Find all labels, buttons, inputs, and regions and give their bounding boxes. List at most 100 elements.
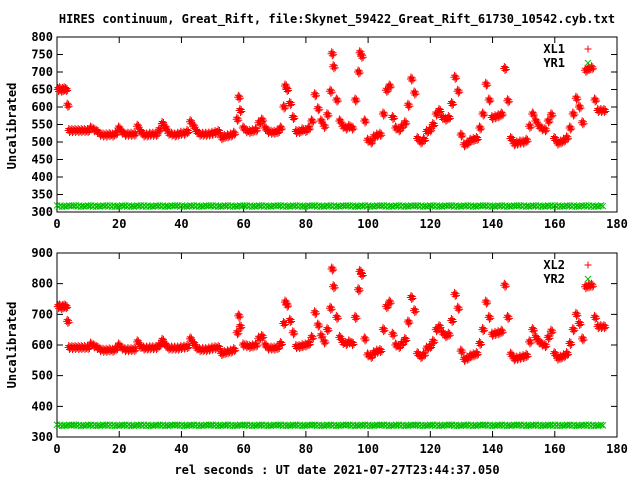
data-point (62, 88, 70, 95)
data-point (305, 341, 313, 349)
data-point (398, 124, 406, 132)
data-point (529, 328, 537, 336)
data-point (457, 133, 465, 141)
data-point (306, 125, 314, 133)
data-point (566, 341, 574, 349)
data-point (545, 335, 553, 343)
data-point (153, 132, 161, 140)
data-point (602, 324, 610, 332)
data-point (470, 353, 478, 361)
data-point (330, 285, 338, 293)
data-point (513, 141, 521, 149)
data-point (576, 322, 584, 330)
data-point (386, 300, 394, 308)
data-point (334, 97, 342, 105)
x-tick-label: 160 (544, 442, 566, 456)
data-point (131, 132, 139, 140)
data-point (477, 125, 485, 133)
data-point (401, 121, 409, 129)
data-point (286, 102, 294, 109)
data-point (421, 351, 429, 359)
data-point (599, 421, 607, 429)
data-point (431, 338, 439, 346)
data-point (333, 315, 341, 323)
data-point (328, 267, 336, 275)
data-point (457, 349, 465, 357)
data-point (582, 285, 590, 293)
data-point (109, 348, 117, 356)
x-tick-label: 60 (236, 217, 250, 231)
plot-frame (56, 36, 618, 213)
data-point (361, 119, 369, 127)
data-point (342, 126, 350, 134)
x-tick-label: 0 (53, 217, 60, 231)
data-point (369, 139, 377, 147)
data-point (565, 351, 573, 359)
data-point (409, 294, 417, 302)
data-point (543, 127, 551, 135)
data-point (580, 120, 588, 128)
data-point (473, 352, 481, 360)
data-point (429, 339, 437, 347)
legend-marker-xl2 (584, 261, 592, 269)
data-point (238, 108, 246, 115)
data-point (362, 336, 370, 344)
data-point (260, 333, 268, 341)
data-point (520, 140, 528, 148)
data-point (232, 130, 240, 138)
data-point (454, 89, 462, 97)
data-point (349, 341, 357, 349)
data-point (485, 98, 493, 106)
data-point (501, 67, 509, 74)
data-point (454, 306, 462, 314)
data-point (470, 138, 478, 146)
data-point (236, 313, 244, 321)
data-point (549, 328, 557, 336)
data-point (599, 202, 607, 210)
data-point (428, 127, 436, 135)
chart-title: HIRES continuum, Great_Rift, file:Skynet… (59, 12, 615, 27)
data-point (305, 126, 313, 134)
data-point (582, 68, 590, 76)
data-point (64, 304, 72, 312)
data-point (456, 305, 464, 313)
data-point (504, 99, 512, 107)
data-point (449, 317, 457, 325)
data-point (227, 133, 235, 141)
data-point (421, 137, 429, 145)
data-point (353, 314, 361, 322)
x-tick-label: 180 (606, 217, 628, 231)
y-tick-label: 700 (31, 65, 53, 79)
data-point (362, 118, 370, 126)
data-point (288, 317, 296, 325)
data-point (319, 333, 327, 341)
data-point (353, 97, 361, 105)
data-point (321, 124, 329, 132)
data-point (232, 347, 240, 355)
data-point (321, 340, 329, 348)
data-point (568, 340, 576, 348)
data-point (235, 314, 243, 322)
data-point (370, 351, 378, 359)
data-point (449, 101, 457, 108)
data-point (358, 272, 366, 280)
legend-marker-yr1 (584, 59, 592, 67)
data-point (64, 103, 72, 111)
data-point (131, 347, 139, 355)
data-point (306, 340, 314, 348)
data-point (349, 126, 357, 134)
data-point (283, 88, 291, 95)
data-point (573, 96, 581, 104)
data-point (546, 118, 554, 126)
x-axis-title: rel seconds : UT date 2021-07-27T23:44:3… (174, 463, 499, 477)
x-tick-label: 80 (299, 442, 313, 456)
y-axis-title: Uncalibrated (5, 302, 19, 389)
data-point (281, 321, 289, 329)
legend-marker-yr2 (584, 275, 592, 283)
data-point (328, 305, 336, 313)
data-point (381, 111, 389, 119)
data-point (331, 284, 339, 292)
data-point (330, 65, 338, 73)
